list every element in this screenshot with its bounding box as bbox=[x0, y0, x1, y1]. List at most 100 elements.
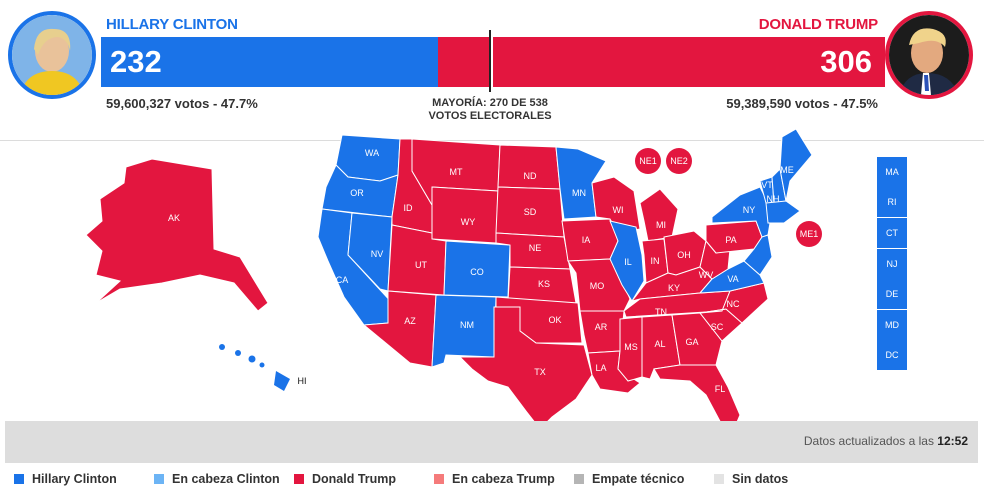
update-time: 12:52 bbox=[937, 434, 968, 448]
state-New-England bbox=[765, 200, 801, 224]
legend-label: En cabeza Clinton bbox=[172, 472, 280, 486]
legend-swatch bbox=[714, 474, 724, 484]
legend-label: Donald Trump bbox=[312, 472, 397, 486]
trump-popular-votes: 59,389,590 votos - 47.5% bbox=[726, 96, 878, 111]
legend-item-lean-clinton: En cabeza Clinton bbox=[154, 472, 280, 486]
state-GA[interactable] bbox=[671, 312, 723, 366]
svg-text:OH: OH bbox=[677, 250, 691, 260]
update-bar: Datos actualizados a las 12:52 bbox=[5, 421, 978, 463]
legend: Hillary Clinton En cabeza Clinton Donald… bbox=[0, 470, 984, 490]
svg-text:KS: KS bbox=[538, 279, 550, 289]
svg-text:MI: MI bbox=[656, 220, 666, 230]
state-ME[interactable] bbox=[779, 128, 813, 202]
clinton-popular-votes: 59,600,327 votos - 47.7% bbox=[106, 96, 258, 111]
svg-text:OK: OK bbox=[548, 315, 561, 325]
small-state-DE[interactable]: DE bbox=[877, 279, 907, 309]
state-NJ-MD-area bbox=[743, 234, 773, 276]
district-ME1[interactable]: ME1 bbox=[796, 221, 822, 247]
small-state-NJ[interactable]: NJ bbox=[877, 249, 907, 279]
small-state-label: NJ bbox=[886, 259, 898, 269]
svg-text:AK: AK bbox=[168, 213, 180, 223]
svg-text:MT: MT bbox=[450, 167, 463, 177]
small-state-CT[interactable]: CT bbox=[877, 218, 907, 248]
svg-text:CO: CO bbox=[470, 267, 484, 277]
small-state-MA[interactable]: MA bbox=[877, 157, 907, 187]
svg-text:ND: ND bbox=[524, 171, 537, 181]
svg-text:KY: KY bbox=[668, 283, 680, 293]
svg-text:VA: VA bbox=[727, 274, 738, 284]
svg-text:SD: SD bbox=[524, 207, 537, 217]
district-NE1-label: NE1 bbox=[639, 156, 657, 166]
small-state-label: DE bbox=[885, 289, 899, 299]
svg-text:AZ: AZ bbox=[404, 316, 416, 326]
majority-label: MAYORÍA: 270 DE 538 bbox=[432, 97, 548, 109]
svg-text:UT: UT bbox=[415, 260, 427, 270]
legend-swatch bbox=[434, 474, 444, 484]
majority-label-sub: VOTOS ELECTORALES bbox=[428, 110, 552, 122]
small-state-label: CT bbox=[886, 228, 898, 238]
small-state-RI[interactable]: RI bbox=[877, 187, 907, 217]
svg-text:SC: SC bbox=[711, 322, 724, 332]
svg-text:WI: WI bbox=[613, 205, 624, 215]
svg-text:TX: TX bbox=[534, 367, 546, 377]
state-HI[interactable] bbox=[219, 344, 290, 391]
svg-text:FL: FL bbox=[715, 384, 726, 394]
small-state-label: MA bbox=[885, 167, 899, 177]
trump-majority-bar bbox=[438, 37, 490, 87]
trump-electoral-votes: 306 bbox=[820, 44, 872, 79]
legend-item-no-data: Sin datos bbox=[714, 472, 788, 486]
svg-text:GA: GA bbox=[685, 337, 698, 347]
svg-text:WV: WV bbox=[699, 270, 714, 280]
legend-swatch bbox=[154, 474, 164, 484]
state-AR[interactable] bbox=[579, 310, 625, 354]
clinton-electoral-bar bbox=[101, 37, 438, 87]
legend-swatch bbox=[294, 474, 304, 484]
majority-line bbox=[489, 30, 491, 92]
svg-text:MN: MN bbox=[572, 188, 586, 198]
legend-label: Sin datos bbox=[732, 472, 789, 486]
svg-text:WY: WY bbox=[461, 217, 476, 227]
legend-swatch bbox=[14, 474, 24, 484]
svg-text:IL: IL bbox=[624, 257, 632, 267]
svg-text:VT: VT bbox=[761, 180, 773, 190]
svg-text:HI: HI bbox=[298, 376, 307, 386]
state-NM[interactable] bbox=[431, 294, 497, 368]
state-WY[interactable] bbox=[431, 186, 499, 244]
state-MI[interactable] bbox=[639, 188, 679, 242]
svg-text:ID: ID bbox=[404, 203, 414, 213]
svg-text:IA: IA bbox=[582, 235, 591, 245]
state-NV[interactable] bbox=[347, 212, 393, 292]
state-AK[interactable] bbox=[85, 158, 269, 312]
legend-item-clinton: Hillary Clinton bbox=[14, 472, 117, 486]
clinton-name: HILLARY CLINTON bbox=[106, 16, 238, 33]
district-NE1[interactable]: NE1 bbox=[635, 148, 661, 174]
legend-swatch bbox=[574, 474, 584, 484]
header-divider bbox=[0, 140, 984, 141]
district-NE2-label: NE2 bbox=[670, 156, 688, 166]
state-labels: WA OR CA NV ID MT WY UT AZ CO NM ND SD N… bbox=[168, 148, 794, 394]
legend-item-tie: Empate técnico bbox=[574, 472, 684, 486]
small-state-MD[interactable]: MD bbox=[877, 310, 907, 340]
legend-item-lean-trump: En cabeza Trump bbox=[434, 472, 555, 486]
svg-text:NV: NV bbox=[371, 249, 384, 259]
svg-text:IN: IN bbox=[651, 256, 660, 266]
district-ME1-label: ME1 bbox=[799, 229, 819, 239]
trump-electoral-bar bbox=[493, 37, 885, 87]
svg-text:TN: TN bbox=[655, 307, 667, 317]
state-FL[interactable] bbox=[653, 364, 741, 425]
clinton-electoral-votes: 232 bbox=[110, 44, 162, 79]
svg-text:NC: NC bbox=[727, 299, 740, 309]
svg-text:MO: MO bbox=[590, 281, 605, 291]
legend-label: Hillary Clinton bbox=[32, 472, 117, 486]
state-ND[interactable] bbox=[497, 144, 561, 190]
district-NE2[interactable]: NE2 bbox=[666, 148, 692, 174]
legend-label: En cabeza Trump bbox=[452, 472, 555, 486]
trump-portrait-icon bbox=[885, 11, 973, 99]
svg-text:CA: CA bbox=[336, 275, 349, 285]
svg-text:NM: NM bbox=[460, 320, 474, 330]
trump-name: DONALD TRUMP bbox=[758, 16, 878, 33]
svg-text:PA: PA bbox=[725, 235, 736, 245]
small-state-DC[interactable]: DC bbox=[877, 340, 907, 370]
svg-text:ME: ME bbox=[780, 165, 794, 175]
legend-item-trump: Donald Trump bbox=[294, 472, 396, 486]
